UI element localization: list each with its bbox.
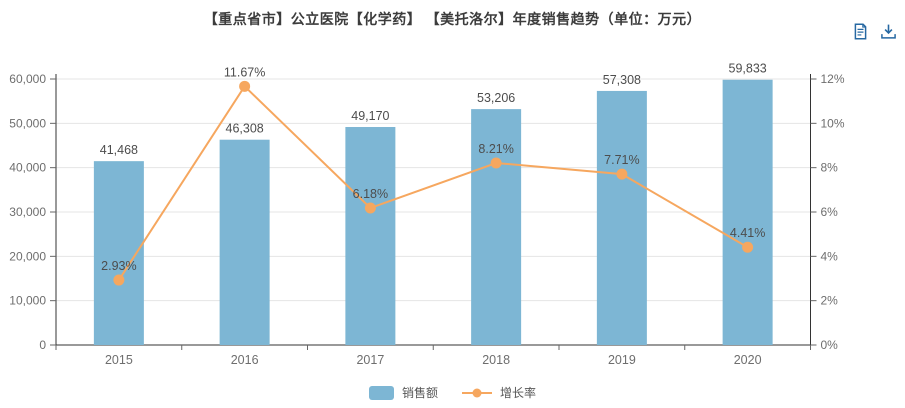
growth-value-label: 4.41% [730, 226, 765, 240]
x-axis-category-label: 2018 [482, 353, 510, 367]
bar-2017[interactable] [345, 127, 396, 345]
left-axis-tick-label: 20,000 [9, 249, 46, 263]
right-axis-tick-label: 12% [821, 72, 845, 86]
bar-value-label: 41,468 [100, 143, 138, 157]
bar-value-label: 49,170 [351, 109, 389, 123]
left-axis-tick-label: 50,000 [9, 116, 46, 130]
growth-point-2015[interactable] [113, 274, 125, 286]
x-axis-category-label: 2016 [231, 353, 259, 367]
bar-series-swatch [368, 385, 394, 400]
growth-point-2016[interactable] [239, 80, 251, 92]
growth-value-label: 7.71% [604, 153, 639, 167]
chart-plot: 0 0% 10,000 2% 20,000 4% 30,000 6% 40,000 8% 50,00… [9, 62, 845, 367]
chart-title: 【重点省市】公立医院【化学药】 【美托洛尔】年度销售趋势（单位：万元） [203, 11, 702, 27]
chart-legend: 销售额 增长率 [0, 384, 905, 401]
x-axis-category-label: 2020 [734, 353, 762, 367]
growth-value-label: 8.21% [478, 142, 513, 156]
bar-value-label: 53,206 [477, 91, 515, 105]
x-axis-category-label: 2017 [356, 353, 384, 367]
growth-value-label: 6.18% [353, 187, 388, 201]
legend-item-growth[interactable]: 增长率 [462, 384, 536, 401]
bar-2016[interactable] [219, 139, 270, 345]
right-axis-tick-label: 4% [821, 249, 839, 263]
x-axis-category-label: 2019 [608, 353, 636, 367]
growth-point-2018[interactable] [490, 157, 502, 169]
right-axis-tick-label: 2% [821, 294, 839, 308]
left-axis-tick-label: 40,000 [9, 161, 46, 175]
left-axis-tick-label: 30,000 [9, 205, 46, 219]
left-axis-tick-label: 0 [39, 338, 46, 352]
right-axis-tick-label: 8% [821, 161, 839, 175]
growth-point-2019[interactable] [616, 168, 628, 180]
legend-item-sales[interactable]: 销售额 [368, 384, 438, 401]
growth-value-label: 2.93% [101, 259, 136, 273]
left-axis-tick-label: 10,000 [9, 294, 46, 308]
chart-toolbar [852, 23, 897, 40]
bar-2020[interactable] [722, 79, 773, 346]
bar-value-label: 46,308 [226, 122, 264, 136]
bar-value-label: 59,833 [729, 62, 767, 76]
growth-value-label: 11.67% [224, 65, 265, 79]
x-axis-category-label: 2015 [105, 353, 133, 367]
download-icon[interactable] [880, 23, 897, 40]
line-series-swatch [462, 388, 492, 397]
report-icon[interactable] [852, 23, 869, 40]
right-axis-tick-label: 6% [821, 205, 839, 219]
left-axis-tick-label: 60,000 [9, 72, 46, 86]
legend-growth-label: 增长率 [500, 386, 537, 400]
right-axis-tick-label: 0% [821, 338, 839, 352]
bar-2019[interactable] [596, 90, 647, 345]
right-axis-tick-label: 10% [821, 116, 845, 130]
bar-value-label: 57,308 [603, 73, 641, 87]
growth-point-2020[interactable] [742, 241, 754, 253]
growth-point-2017[interactable] [364, 202, 376, 214]
legend-sales-label: 销售额 [401, 386, 438, 400]
bar-2018[interactable] [471, 109, 522, 346]
growth-line [118, 84, 749, 281]
